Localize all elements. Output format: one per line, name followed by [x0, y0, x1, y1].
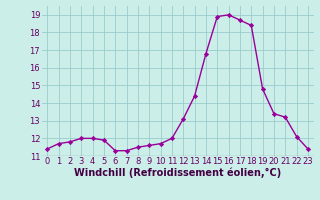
- X-axis label: Windchill (Refroidissement éolien,°C): Windchill (Refroidissement éolien,°C): [74, 168, 281, 178]
